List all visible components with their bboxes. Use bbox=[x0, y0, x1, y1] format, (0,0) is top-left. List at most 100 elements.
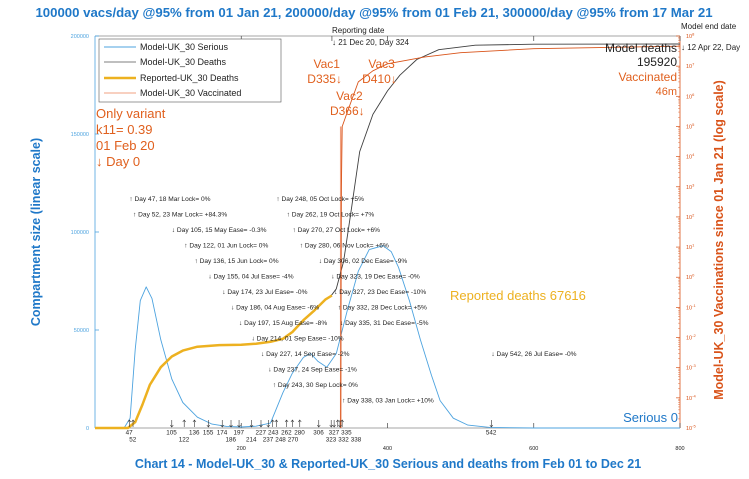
model-end-title: Model end date bbox=[681, 22, 737, 31]
lock-arrow-icon bbox=[284, 419, 289, 427]
y2-tick-label: 107 bbox=[686, 62, 695, 71]
intervention-annotation: ↓ Day 327, 23 Dec Ease= -10% bbox=[334, 289, 426, 296]
y2-axis-label: Model-UK_30 Vaccinations since 01 Jan 21… bbox=[712, 80, 726, 400]
ease-arrow-icon bbox=[249, 420, 254, 428]
ease-arrow-icon bbox=[237, 420, 241, 428]
intervention-day-label: 136 bbox=[189, 430, 200, 437]
vaccine-marker-day: D366↓ bbox=[330, 104, 365, 118]
model-deaths-value: 195920 bbox=[637, 55, 677, 69]
reporting-date-title: Reporting date bbox=[332, 26, 385, 35]
intervention-day-label: 122 bbox=[179, 437, 190, 444]
intervention-annotation: ↑ Day 47, 18 Mar Lock= 0% bbox=[129, 196, 210, 203]
vaccine-marker-day: D410↓ bbox=[362, 72, 397, 86]
intervention-annotation: ↓ Day 155, 04 Jul Ease= -4% bbox=[208, 274, 293, 281]
intervention-annotation: ↓ Day 105, 15 May Ease= -0.3% bbox=[172, 227, 267, 234]
y2-tick-label: 106 bbox=[686, 92, 695, 101]
intervention-day-label: 327 bbox=[329, 430, 340, 437]
intervention-day-label: 335 bbox=[341, 430, 352, 437]
y-tick-label: 100000 bbox=[71, 230, 89, 236]
vaccinated-line bbox=[340, 45, 681, 429]
intervention-day-label: 262 bbox=[281, 430, 292, 437]
y-tick-label: 50000 bbox=[74, 328, 89, 334]
intervention-day-label: 197 bbox=[234, 430, 245, 437]
variant-note-line: Only variant bbox=[96, 106, 166, 121]
y-axis-label: Compartment size (linear scale) bbox=[29, 138, 43, 326]
intervention-day-label: 332 bbox=[338, 437, 349, 444]
intervention-day-label: 227 bbox=[255, 430, 266, 437]
lock-arrow-icon bbox=[270, 419, 275, 427]
y2-tick-label: 10-4 bbox=[686, 393, 696, 402]
intervention-day-label: 47 bbox=[126, 430, 134, 437]
intervention-annotation: ↓ Day 335, 31 Dec Ease= -5% bbox=[340, 320, 429, 327]
y2-tick-label: 102 bbox=[686, 212, 695, 221]
vaccine-marker-label: Vac3 bbox=[368, 57, 395, 71]
x-tick-label: 800 bbox=[675, 446, 684, 452]
vaccine-marker-label: Vac2 bbox=[336, 89, 363, 103]
intervention-annotation: ↑ Day 52, 23 Mar Lock= +84.3% bbox=[133, 212, 227, 219]
model-deaths-label: Model deaths bbox=[605, 41, 677, 55]
y2-tick-label: 10-2 bbox=[686, 333, 696, 342]
intervention-annotation: ↑ Day 243, 30 Sep Lock= 0% bbox=[273, 382, 358, 389]
x-axis-label: Chart 14 - Model-UK_30 & Reported-UK_30 … bbox=[135, 457, 641, 471]
vaccinated-value: 46m bbox=[656, 86, 677, 98]
legend: Model-UK_30 Serious Model-UK_30 Deaths R… bbox=[98, 38, 282, 103]
variant-note-line: k11= 0.39 bbox=[96, 122, 153, 137]
reported-deaths-label: Reported deaths 67616 bbox=[450, 288, 586, 303]
legend-label: Reported-UK_30 Deaths bbox=[140, 73, 239, 83]
model-end-label: ↓ 12 Apr 22, Day bbox=[681, 43, 740, 52]
intervention-day-label: 243 bbox=[268, 430, 279, 437]
x-tick-label: 600 bbox=[529, 446, 538, 452]
lock-arrow-icon bbox=[340, 419, 344, 427]
intervention-annotation: ↑ Day 248, 05 Oct Lock= +5% bbox=[276, 196, 364, 203]
intervention-day-label: 174 bbox=[217, 430, 228, 437]
intervention-day-label: 280 bbox=[294, 430, 305, 437]
variant-note-line: 01 Feb 20 bbox=[96, 138, 155, 153]
intervention-day-label: 155 bbox=[203, 430, 214, 437]
intervention-annotation: ↑ Day 280, 06 Nov Lock= +6% bbox=[300, 243, 389, 250]
ease-arrow-icon bbox=[206, 420, 211, 428]
intervention-annotation: ↓ Day 306, 02 Dec Ease= -9% bbox=[319, 258, 408, 265]
ease-arrow-icon bbox=[332, 420, 336, 428]
intervention-day-label: 105 bbox=[166, 430, 177, 437]
reporting-date-label: ↓ 21 Dec 20, Day 324 bbox=[332, 38, 409, 47]
variant-note: Only variant k11= 0.39 01 Feb 20 ↓ Day 0 bbox=[96, 106, 166, 169]
lock-arrow-icon bbox=[274, 419, 279, 427]
intervention-day-label: 237 bbox=[263, 437, 274, 444]
intervention-day-label: 338 bbox=[351, 437, 362, 444]
y-tick-label: 0 bbox=[86, 426, 89, 432]
ease-arrow-icon bbox=[329, 420, 333, 428]
intervention-annotation: ↓ Day 323, 19 Dec Ease= -0% bbox=[331, 274, 420, 281]
lock-arrow-icon bbox=[182, 419, 186, 427]
vaccine-marker-day: D335↓ bbox=[307, 72, 342, 86]
annotations-group: ↑ Day 47, 18 Mar Lock= 0% ↑ Day 52, 23 Ma… bbox=[126, 57, 577, 444]
variant-note-line: ↓ Day 0 bbox=[96, 154, 140, 169]
intervention-annotation: ↑ Day 262, 19 Oct Lock= +7% bbox=[287, 212, 375, 219]
vaccinated-label: Vaccinated bbox=[619, 70, 677, 84]
ease-arrow-icon bbox=[220, 420, 224, 428]
intervention-annotation: ↑ Day 338, 03 Jan Lock= +10% bbox=[342, 398, 434, 405]
y2-tick-label: 105 bbox=[686, 122, 695, 131]
lock-arrow-icon bbox=[290, 419, 295, 427]
ease-arrow-icon bbox=[338, 420, 342, 428]
y2-tick-label: 108 bbox=[686, 32, 695, 41]
intervention-annotation: ↑ Day 270, 27 Oct Lock= +6% bbox=[292, 227, 380, 234]
serious-line bbox=[94, 245, 680, 429]
intervention-annotation: ↓ Day 227, 14 Sep Ease= -2% bbox=[261, 351, 350, 358]
serious-end-label: Serious 0 bbox=[623, 410, 678, 425]
intervention-day-label: 52 bbox=[129, 437, 137, 444]
intervention-day-label: 248 bbox=[275, 437, 286, 444]
intervention-annotation: ↑ Day 122, 01 Jun Lock= 0% bbox=[184, 243, 268, 250]
y2-tick-label: 10-5 bbox=[686, 424, 696, 433]
lock-arrow-icon bbox=[131, 419, 135, 427]
y2-tick-label: 104 bbox=[686, 152, 695, 161]
ease-arrow-icon bbox=[170, 420, 174, 428]
reported-deaths-line bbox=[95, 294, 333, 430]
intervention-day-label: 323 bbox=[326, 437, 337, 444]
vaccine-marker-label: Vac1 bbox=[314, 57, 341, 71]
intervention-annotation: ↓ Day 237, 24 Sep Ease= -1% bbox=[268, 367, 357, 374]
y2-tick-label: 10-3 bbox=[686, 363, 696, 372]
intervention-annotation: ↓ Day 197, 15 Aug Ease= -8% bbox=[239, 320, 327, 327]
intervention-day-label: 270 bbox=[288, 437, 299, 444]
legend-label: Model-UK_30 Deaths bbox=[140, 57, 227, 67]
